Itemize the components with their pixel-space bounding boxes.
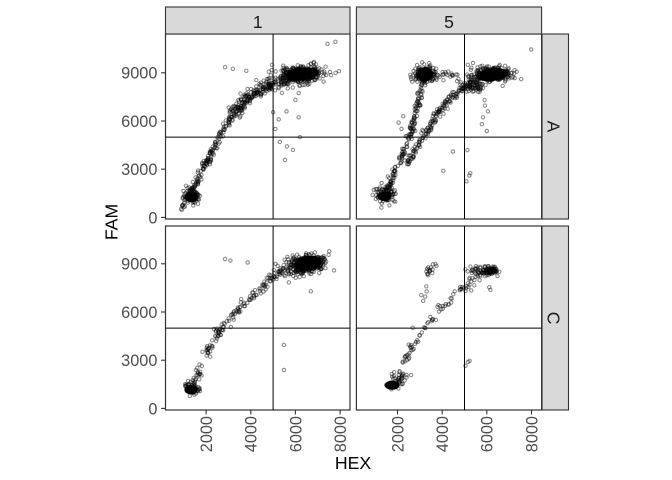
svg-text:8000: 8000: [332, 416, 350, 452]
svg-text:1: 1: [253, 12, 263, 32]
svg-text:9000: 9000: [121, 256, 157, 274]
svg-text:4000: 4000: [243, 416, 261, 452]
svg-text:0: 0: [148, 209, 157, 227]
svg-text:2000: 2000: [389, 416, 407, 452]
svg-text:HEX: HEX: [335, 453, 372, 473]
svg-text:A: A: [543, 121, 563, 133]
svg-text:0: 0: [148, 400, 157, 418]
svg-text:2000: 2000: [198, 416, 216, 452]
svg-text:6000: 6000: [121, 304, 157, 322]
svg-text:C: C: [543, 312, 563, 325]
svg-text:4000: 4000: [434, 416, 452, 452]
svg-text:6000: 6000: [287, 416, 305, 452]
svg-text:FAM: FAM: [102, 204, 122, 240]
svg-text:8000: 8000: [523, 416, 541, 452]
svg-text:3000: 3000: [121, 161, 157, 179]
svg-text:9000: 9000: [121, 65, 157, 83]
svg-text:3000: 3000: [121, 352, 157, 370]
svg-text:5: 5: [444, 12, 454, 32]
svg-text:6000: 6000: [479, 416, 497, 452]
svg-text:6000: 6000: [121, 113, 157, 131]
